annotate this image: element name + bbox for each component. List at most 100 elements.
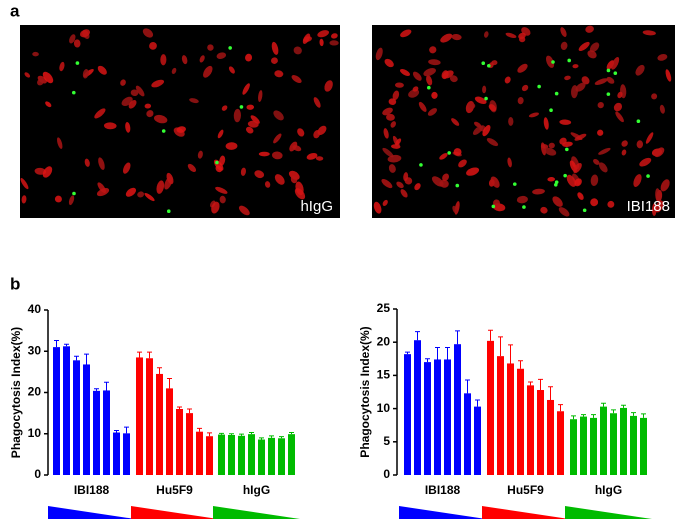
bar bbox=[570, 419, 577, 475]
error-bar bbox=[455, 330, 460, 345]
bead bbox=[491, 204, 496, 209]
cell bbox=[20, 178, 29, 190]
dose-wedge bbox=[131, 506, 218, 519]
cell bbox=[451, 33, 462, 41]
bar bbox=[156, 373, 163, 475]
error-bar bbox=[465, 379, 470, 394]
cell bbox=[142, 28, 154, 38]
cell bbox=[552, 196, 563, 207]
cell bbox=[504, 76, 511, 84]
cell bbox=[69, 34, 76, 44]
y-tick-label: 5 bbox=[383, 434, 390, 448]
cell bbox=[490, 176, 500, 188]
cell bbox=[574, 178, 582, 187]
cell bbox=[153, 114, 168, 124]
error-bar bbox=[571, 415, 576, 420]
error-bar bbox=[259, 437, 264, 440]
y-tick-label: 30 bbox=[28, 343, 42, 357]
cell bbox=[171, 67, 177, 75]
cell bbox=[219, 195, 226, 204]
bead bbox=[166, 209, 171, 214]
cell bbox=[146, 110, 154, 118]
bead bbox=[512, 182, 517, 186]
cell bbox=[453, 148, 462, 156]
bead bbox=[447, 151, 451, 155]
error-bar bbox=[187, 408, 192, 414]
cell bbox=[381, 179, 393, 189]
bar bbox=[414, 340, 421, 475]
error-bar bbox=[581, 414, 586, 417]
cell bbox=[429, 46, 437, 54]
bead bbox=[484, 96, 488, 101]
bar bbox=[73, 360, 80, 475]
error-bar bbox=[269, 435, 274, 438]
cell bbox=[528, 112, 540, 118]
cell bbox=[375, 47, 383, 61]
cell bbox=[587, 50, 597, 59]
cell bbox=[516, 195, 528, 204]
bar bbox=[238, 435, 245, 475]
cell bbox=[384, 58, 394, 68]
cell bbox=[541, 144, 549, 149]
cell bbox=[258, 151, 270, 157]
error-bar bbox=[54, 340, 59, 348]
bead bbox=[551, 60, 555, 64]
bar bbox=[404, 354, 411, 475]
bar bbox=[507, 363, 514, 475]
bar bbox=[424, 362, 431, 475]
cell bbox=[590, 174, 599, 187]
cell bbox=[607, 200, 615, 208]
cell bbox=[403, 172, 409, 182]
cell bbox=[399, 68, 411, 76]
cell bbox=[273, 110, 284, 121]
cell bbox=[271, 41, 279, 55]
cell bbox=[657, 53, 668, 61]
error-bar bbox=[74, 355, 79, 361]
cell bbox=[125, 187, 137, 197]
cell bbox=[315, 156, 324, 161]
cell bbox=[540, 206, 548, 214]
cell bbox=[144, 103, 152, 109]
error-bar bbox=[197, 427, 202, 432]
bead bbox=[215, 160, 219, 165]
bead bbox=[419, 163, 423, 167]
cell bbox=[493, 199, 500, 207]
cell bbox=[543, 117, 549, 130]
bead bbox=[636, 119, 641, 124]
cell bbox=[187, 163, 197, 172]
cell bbox=[452, 205, 457, 214]
bar bbox=[176, 409, 183, 475]
error-bar bbox=[137, 351, 142, 358]
error-bar bbox=[435, 347, 440, 360]
cell bbox=[329, 40, 339, 46]
cell bbox=[245, 126, 254, 134]
cell bbox=[615, 111, 624, 123]
cell bbox=[577, 192, 584, 200]
error-bar bbox=[249, 432, 254, 435]
cell bbox=[45, 101, 52, 108]
micrograph bbox=[372, 25, 675, 218]
cell bbox=[635, 64, 645, 76]
cell bbox=[387, 154, 402, 163]
bead bbox=[239, 105, 244, 109]
cell bbox=[228, 66, 235, 74]
error-bar bbox=[239, 433, 244, 436]
cell bbox=[482, 125, 491, 137]
bead bbox=[567, 58, 572, 63]
cell bbox=[84, 158, 90, 167]
bar bbox=[590, 417, 597, 475]
cell bbox=[59, 61, 65, 72]
bead bbox=[72, 191, 76, 196]
bar bbox=[620, 407, 627, 475]
cell bbox=[382, 147, 394, 158]
bead bbox=[565, 147, 569, 152]
bar bbox=[278, 438, 285, 475]
cell bbox=[103, 122, 117, 130]
cell bbox=[199, 55, 205, 63]
bead bbox=[161, 129, 166, 133]
bar bbox=[113, 432, 120, 475]
cell bbox=[519, 36, 526, 43]
cell bbox=[203, 65, 213, 78]
cell bbox=[593, 158, 600, 165]
cell bbox=[181, 55, 188, 65]
